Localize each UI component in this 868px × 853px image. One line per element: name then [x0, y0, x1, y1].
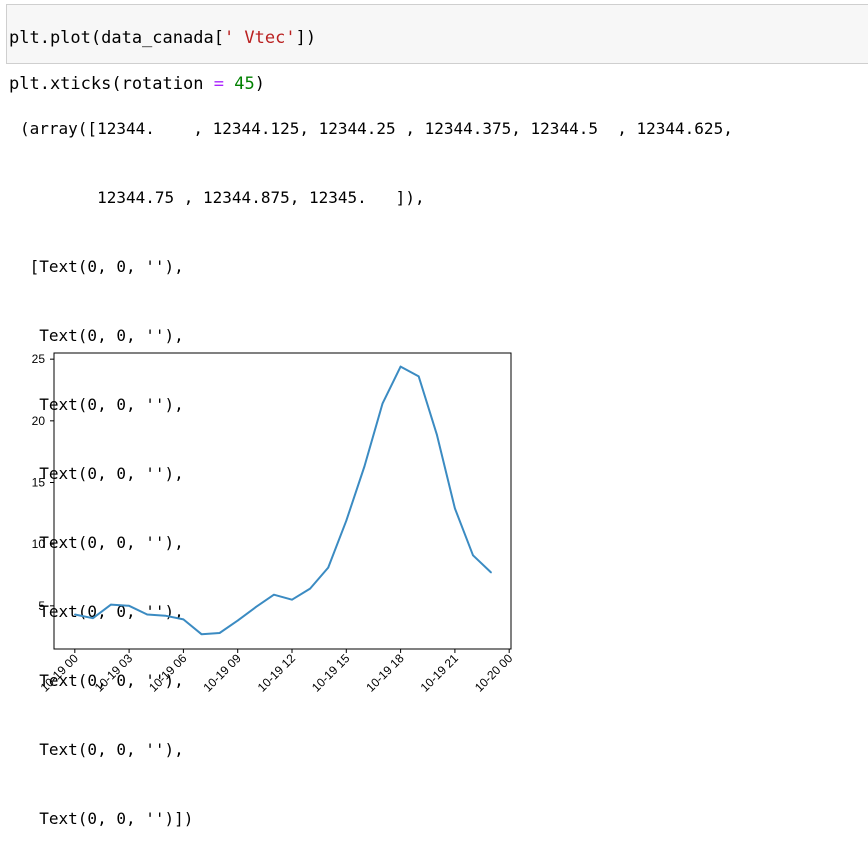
y-tick-label: 5: [38, 599, 45, 613]
output-line: Text(0, 0, '')]): [20, 809, 194, 828]
data-point: [454, 507, 456, 510]
code-input-cell[interactable]: [6, 4, 868, 64]
code-editor[interactable]: plt.plot(data_canada[' Vtec']) plt.xtick…: [9, 4, 316, 119]
data-point: [146, 613, 149, 616]
x-tick-label: 10-19 06: [146, 651, 190, 695]
y-tick-label: 10: [32, 537, 46, 551]
data-point: [74, 613, 76, 616]
data-point: [182, 618, 185, 621]
x-tick-label: 10-19 21: [418, 651, 462, 695]
output-line: 12344.75 , 12344.875, 12345. ]),: [20, 188, 425, 207]
y-tick-label: 20: [32, 414, 46, 428]
data-point: [164, 614, 167, 617]
x-tick-label: 10-19 12: [255, 651, 299, 695]
x-tick-label: 10-19 15: [309, 651, 353, 695]
data-point: [472, 554, 474, 557]
data-point: [490, 571, 492, 574]
data-point: [255, 606, 257, 608]
data-point: [327, 566, 330, 569]
data-point: [110, 603, 112, 606]
x-tick-label: 10-19 00: [38, 651, 82, 695]
data-point: [273, 593, 275, 596]
data-point: [381, 402, 384, 405]
data-point: [236, 619, 239, 622]
output-line: Text(0, 0, ''),: [20, 395, 184, 414]
x-tick-label: 10-19 03: [92, 651, 136, 695]
x-tick-label: 10-19 18: [363, 651, 407, 695]
output-line: Text(0, 0, ''),: [20, 671, 184, 690]
data-point: [363, 465, 366, 468]
data-point: [345, 519, 348, 522]
data-point: [92, 617, 94, 619]
data-point: [417, 375, 420, 378]
output-line: Text(0, 0, ''),: [20, 602, 184, 621]
data-series-line: [74, 365, 492, 636]
data-point: [200, 633, 203, 635]
data-point: [309, 587, 311, 590]
output-line: (array([12344. , 12344.125, 12344.25 , 1…: [20, 119, 733, 138]
data-point: [435, 433, 438, 436]
code-line-2: plt.xticks(rotation = 45): [9, 74, 265, 94]
plot-frame: [53, 352, 512, 650]
output-line: Text(0, 0, ''),: [20, 740, 184, 759]
data-point: [399, 365, 402, 368]
y-tick-label: 25: [32, 352, 46, 366]
output-line: Text(0, 0, ''),: [20, 464, 184, 483]
line-chart: 5 10 15 20 25 10-19 00 10-19 03 10-19 06 10-19 0…: [32, 352, 516, 694]
x-tick-label: 10-19 09: [200, 651, 244, 695]
y-tick-label: 15: [32, 476, 46, 490]
output-line: Text(0, 0, ''),: [20, 326, 184, 345]
output-line: Text(0, 0, ''),: [20, 533, 184, 552]
data-point: [218, 632, 221, 634]
output-line: [Text(0, 0, ''),: [20, 257, 184, 276]
x-tick-label: 10-20 00: [472, 651, 516, 695]
plot-layer: 5 10 15 20 25 10-19 00 10-19 03 10-19 06 10-19 0…: [32, 352, 516, 694]
code-line-1: plt.plot(data_canada[' Vtec']): [9, 28, 317, 48]
data-point: [128, 605, 130, 607]
data-point: [291, 598, 293, 601]
